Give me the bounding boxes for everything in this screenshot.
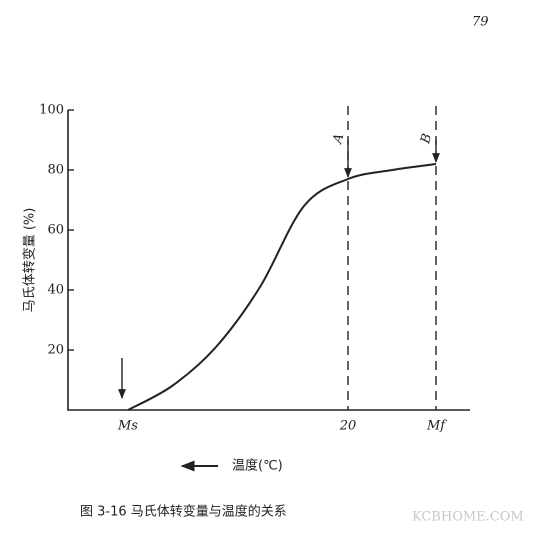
annotation-label: B <box>418 132 435 146</box>
watermark: KCBHOME.COM <box>412 510 524 525</box>
annotation-label: A <box>330 132 347 146</box>
x-axis-label: 温度(℃) <box>232 458 283 474</box>
axes <box>67 110 470 411</box>
x-tick-label: 20 <box>339 419 357 434</box>
y-tick-label: 80 <box>47 163 64 178</box>
caption: 图 3-16 马氏体转变量与温度的关系 <box>80 504 287 520</box>
page-number: 79 <box>472 15 489 30</box>
x-tick-label: Ms <box>117 419 138 434</box>
x-tick-label: Mf <box>426 419 447 434</box>
line-series <box>127 163 437 411</box>
y-tick-label: 40 <box>47 283 64 298</box>
y-axis-label: 马氏体转变量 (%) <box>22 208 38 313</box>
y-tick-label: 100 <box>39 103 64 118</box>
y-tick-label: 60 <box>47 223 64 238</box>
y-tick-label: 20 <box>47 343 64 358</box>
